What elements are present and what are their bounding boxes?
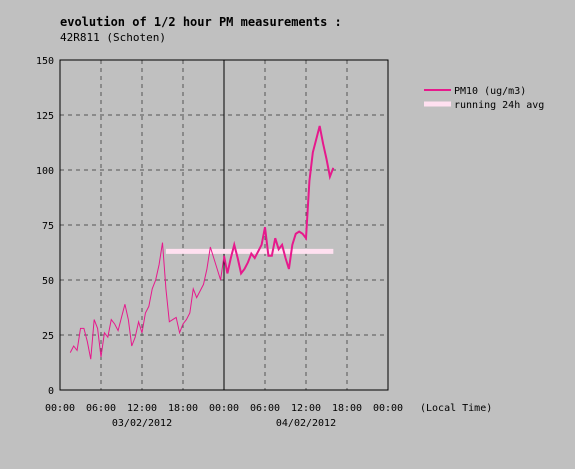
y-tick-label: 125 bbox=[36, 111, 54, 122]
x-tick-label: 00:00 bbox=[209, 403, 239, 414]
x-tick-label: 00:00 bbox=[373, 403, 403, 414]
y-tick-label: 150 bbox=[36, 56, 54, 67]
legend-label-pm10: PM10 (ug/m3) bbox=[454, 86, 526, 97]
x-tick-label: 18:00 bbox=[168, 403, 198, 414]
date-label: 04/02/2012 bbox=[276, 418, 336, 429]
y-tick-label: 25 bbox=[42, 331, 54, 342]
x-tick-label: 12:00 bbox=[127, 403, 157, 414]
y-tick-label: 75 bbox=[42, 221, 54, 232]
y-tick-label: 0 bbox=[48, 386, 54, 397]
chart-subtitle: 42R811 (Schoten) bbox=[60, 31, 166, 44]
chart-title: evolution of 1/2 hour PM measurements : bbox=[60, 15, 342, 29]
x-tick-label: 06:00 bbox=[86, 403, 116, 414]
x-tick-label: 00:00 bbox=[45, 403, 75, 414]
series-pm10-line-day1 bbox=[69, 242, 225, 360]
date-label: 03/02/2012 bbox=[112, 418, 172, 429]
x-tick-label: 12:00 bbox=[291, 403, 321, 414]
x-axis-unit-label: (Local Time) bbox=[420, 403, 492, 414]
series-pm10-line-day2 bbox=[223, 125, 335, 276]
y-tick-label: 100 bbox=[36, 166, 54, 177]
legend-label-running-24h-avg: running 24h avg bbox=[454, 100, 544, 111]
x-tick-label: 06:00 bbox=[250, 403, 280, 414]
plot-frame bbox=[59, 59, 389, 391]
plot-area: 0 25 50 75 100 125 150 00:00 06:00 12:00 18:00 00:0… bbox=[36, 56, 492, 429]
legend: PM10 (ug/m3) running 24h avg bbox=[424, 86, 544, 111]
y-tick-label: 50 bbox=[42, 276, 54, 287]
x-tick-label: 18:00 bbox=[332, 403, 362, 414]
